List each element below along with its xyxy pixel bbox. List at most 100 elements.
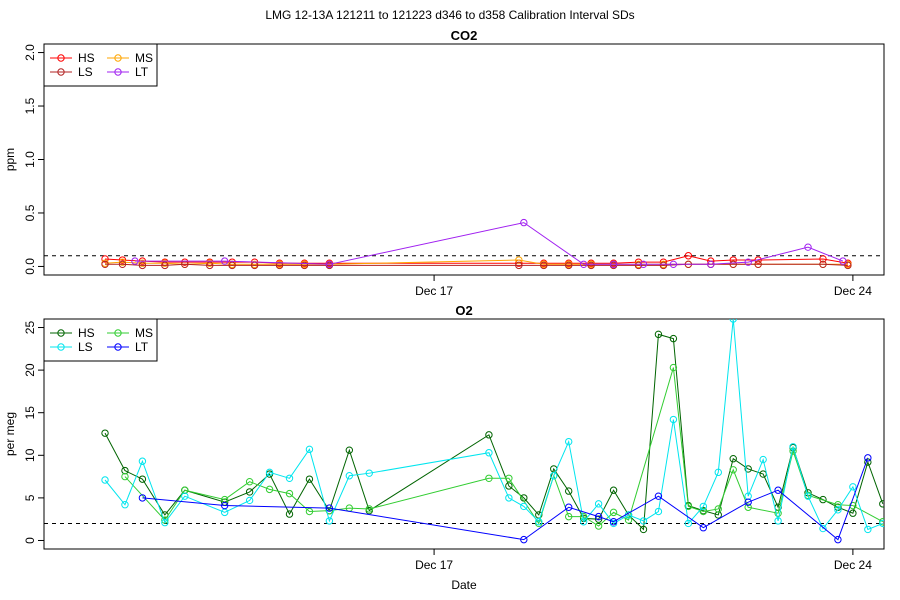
data-point-ls [834,506,842,514]
data-point-ls [305,445,314,454]
data-point-ls [669,415,678,424]
data-point-ls [345,472,354,480]
data-point-ms [161,259,169,267]
data-point-ls [587,261,595,270]
data-point-hs [849,509,857,517]
plot-frame [43,43,885,276]
data-point-ls [550,472,558,480]
y-tick-label: 15 [23,406,37,420]
legend-label-ls: LS [78,65,93,79]
data-point-ls [285,474,294,482]
data-point-lt [325,260,334,269]
y-tick-label: 1.5 [23,97,37,114]
data-point-ms [138,259,147,267]
data-point-ls [819,524,827,533]
data-point-hs [819,255,827,263]
y-tick-label: 10 [23,448,37,462]
data-point-hs [101,429,109,437]
data-point-lt [594,512,603,521]
data-point-ms [265,485,274,494]
data-point-ls [729,319,737,323]
data-point-ms [118,258,127,266]
data-point-ls [161,518,169,527]
data-point-ls [579,518,588,526]
data-point-ls [300,261,309,270]
y-tick-label: 0.5 [23,204,37,221]
x-tick-label: Dec 17 [415,284,453,298]
series-line-lt [142,457,869,541]
data-point-lt [639,260,648,269]
data-point-ms [505,474,513,482]
data-point-ls [275,261,284,270]
data-point-ls [759,455,767,464]
data-point-hs [669,334,678,343]
data-point-ms [849,501,857,510]
data-point-ls [659,261,668,270]
legend-swatch-point [114,329,122,337]
data-point-lt [565,503,573,511]
data-point-ls [365,469,373,477]
data-point-ms [305,507,314,516]
data-point-ms [669,363,678,372]
data-layer [101,218,852,270]
legend-swatch-point [114,54,122,62]
legend-swatch-point [57,68,65,76]
data-point-hs [305,475,314,483]
y-tick-label: 25 [23,321,37,335]
data-point-ms [624,516,633,524]
data-point-ls [520,502,528,511]
data-point-ls [594,500,603,508]
legend-label-hs: HS [78,51,95,65]
data-point-ls [325,517,334,525]
y-tick-label: 5 [23,494,37,501]
data-point-ls [844,261,852,270]
data-point-ls [228,261,236,270]
data-point-ls [684,519,693,528]
data-point-ms [729,466,737,474]
data-point-ls [121,501,129,509]
data-point-hs [639,525,648,534]
data-point-lt [707,260,715,269]
legend-swatch-point [57,329,65,337]
data-point-ms [744,503,752,511]
y-tick-label: 0 [23,537,37,544]
data-point-hs [505,482,513,490]
data-point-lt [699,524,708,532]
data-point-ms [365,505,373,513]
data-point-hs [345,446,354,454]
data-point-ms [594,522,603,530]
data-point-ms [485,474,493,482]
data-point-ls [505,494,513,502]
data-point-ls [849,483,857,491]
data-point-lt [220,501,229,510]
data-point-hs [565,487,573,495]
data-point-hs [744,465,752,473]
data-point-ls [804,492,812,500]
legend-label-lt: LT [135,65,149,79]
series-line-ms [124,367,884,527]
data-point-lt [579,260,588,269]
legend-swatch-point [57,343,65,351]
data-point-hs [654,330,663,339]
data-point-lt [138,494,147,502]
data-point-lt [520,218,528,227]
data-point-ls [138,261,147,270]
data-point-ls [118,260,127,269]
data-point-ls [699,502,708,511]
y-tick-label: 1.0 [23,151,37,168]
y-tick-label: 20 [23,363,37,377]
data-point-ls [565,437,573,446]
data-point-hs [138,475,147,483]
data-point-ls [819,260,827,269]
data-layer [101,319,884,544]
legend-label-hs: HS [78,326,95,340]
data-point-ms [684,502,693,511]
data-point-lt [609,260,618,269]
y-axis-label: ppm [3,148,17,171]
data-point-ls [540,261,548,270]
data-point-hs [485,431,493,439]
legend-label-ls: LS [78,340,93,354]
data-point-ls [864,525,872,534]
data-point-lt [804,243,812,251]
data-point-ms [245,478,254,486]
